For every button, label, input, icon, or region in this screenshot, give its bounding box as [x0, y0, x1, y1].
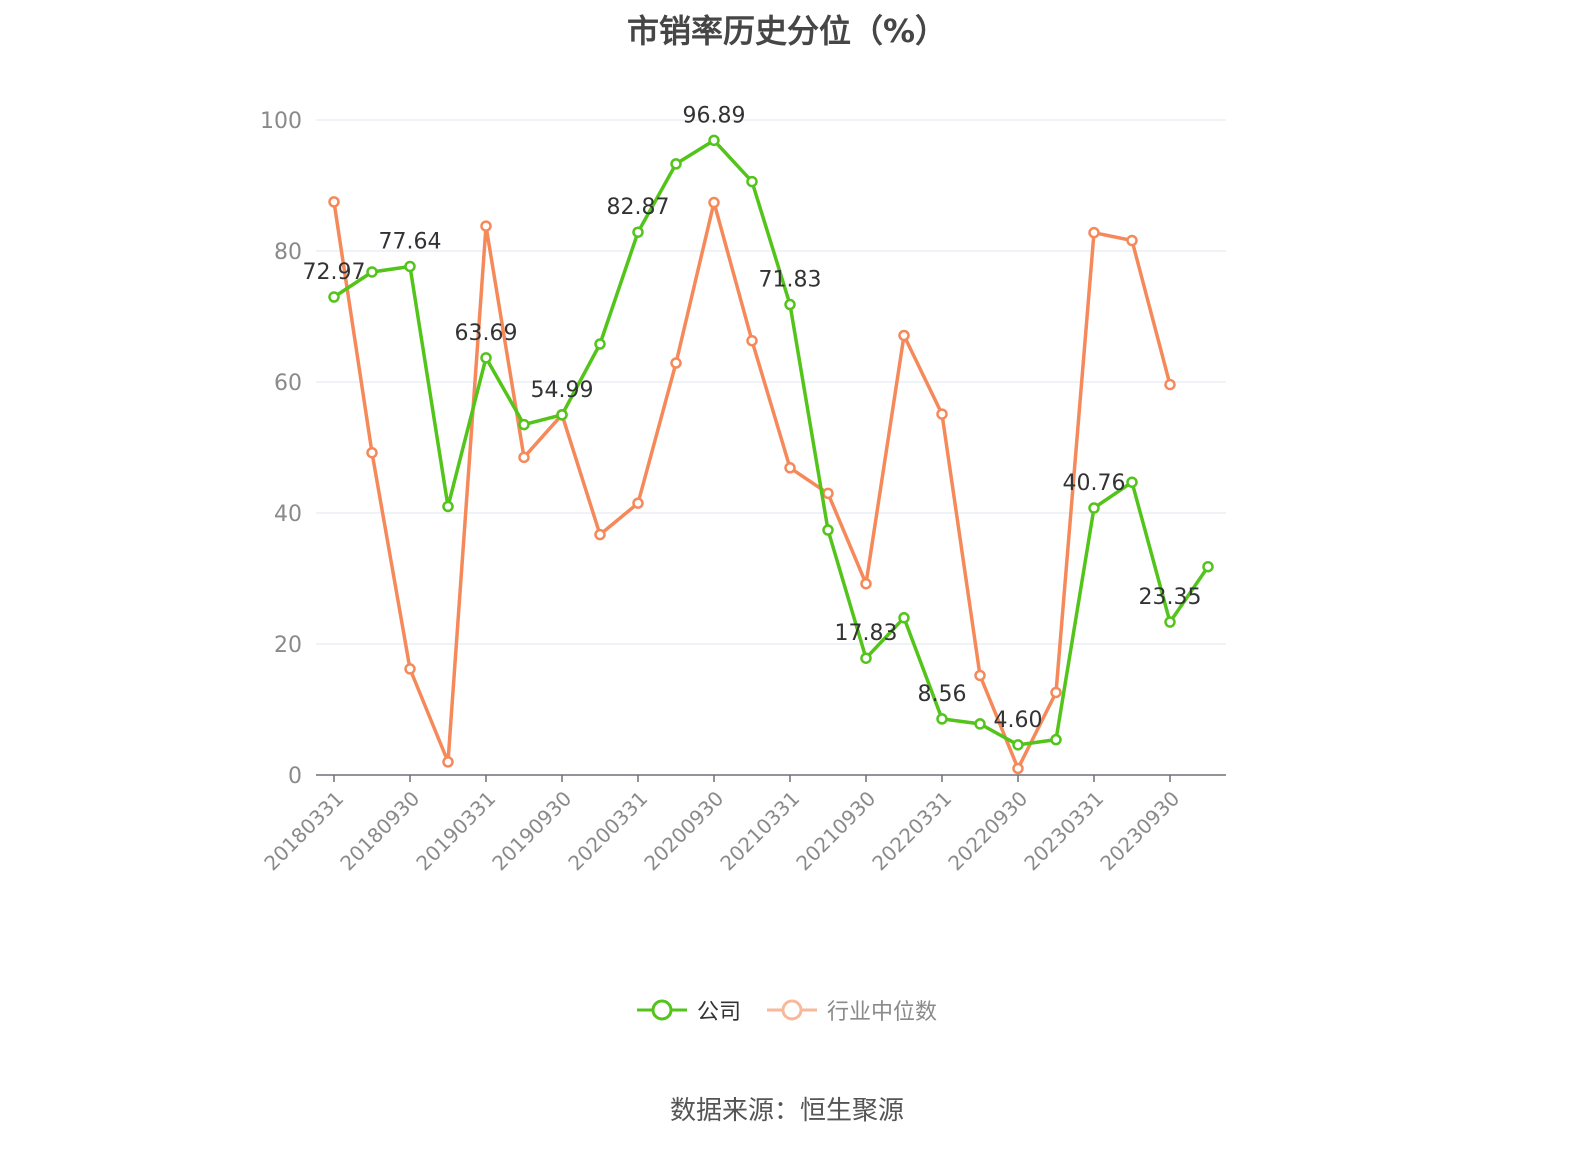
- data-point-company[interactable]: [1164, 616, 1176, 628]
- data-label: 72.97: [303, 260, 366, 285]
- x-tick-label: 20210331: [715, 786, 804, 875]
- data-point-company[interactable]: [1202, 560, 1214, 573]
- data-point-industry[interactable]: [670, 357, 682, 369]
- x-tick-label: 20180331: [259, 786, 348, 875]
- data-point-industry[interactable]: [936, 408, 948, 420]
- data-point-company[interactable]: [594, 338, 606, 350]
- data-point-industry[interactable]: [328, 196, 340, 208]
- data-point-industry[interactable]: [404, 663, 416, 675]
- x-tick-label: 20220331: [867, 786, 956, 875]
- y-tick-label: 60: [274, 371, 302, 396]
- data-point-company[interactable]: [518, 418, 530, 431]
- data-point-company[interactable]: [1012, 739, 1024, 751]
- data-point-company[interactable]: [366, 266, 378, 278]
- data-point-company[interactable]: [480, 352, 492, 364]
- series-line-industry: [332, 200, 1172, 771]
- x-tick-label: 20200331: [563, 786, 652, 875]
- data-label: 4.60: [994, 708, 1043, 733]
- data-point-company[interactable]: [1050, 733, 1062, 746]
- data-point-company[interactable]: [1088, 502, 1100, 514]
- data-point-industry[interactable]: [632, 497, 644, 509]
- x-tick-label: 20210930: [791, 786, 880, 875]
- data-point-company[interactable]: [860, 652, 872, 664]
- data-label: 82.87: [607, 195, 670, 220]
- legend-item-company[interactable]: 公司: [636, 994, 741, 1026]
- data-point-company[interactable]: [784, 298, 796, 311]
- data-label-layer: 72.97 77.64 63.69 54.99 82.87 96.89 71.83 17.83…: [303, 103, 1202, 732]
- data-label: 8.56: [918, 682, 967, 707]
- data-point-company[interactable]: [936, 713, 948, 725]
- data-label: 71.83: [759, 268, 822, 293]
- data-point-company[interactable]: [974, 718, 986, 730]
- data-point-industry[interactable]: [518, 451, 530, 464]
- data-point-company[interactable]: [898, 612, 910, 624]
- data-point-company[interactable]: [822, 524, 834, 536]
- legend: 公司 行业中位数: [0, 994, 1574, 1026]
- y-tick-label: 20: [274, 633, 302, 658]
- data-point-company[interactable]: [1126, 476, 1138, 488]
- x-tick-label: 20190331: [411, 786, 500, 875]
- data-point-company[interactable]: [442, 500, 454, 513]
- grid-layer: [316, 119, 1226, 645]
- data-point-industry[interactable]: [1012, 762, 1024, 775]
- data-point-company[interactable]: [556, 409, 568, 421]
- data-label: 23.35: [1139, 585, 1202, 610]
- series-line-company: [333, 138, 1210, 747]
- data-label: 17.83: [835, 621, 898, 646]
- data-label: 63.69: [455, 321, 518, 346]
- data-point-industry[interactable]: [860, 577, 872, 590]
- data-point-industry[interactable]: [1164, 378, 1176, 391]
- x-tick-label: 20190930: [487, 786, 576, 875]
- industry-series-icon: [767, 999, 817, 1021]
- company-series-icon: [636, 999, 687, 1021]
- x-tick-label: 20220930: [943, 786, 1032, 875]
- data-label: 77.64: [379, 229, 442, 254]
- data-point-company[interactable]: [404, 260, 416, 273]
- data-point-industry[interactable]: [1126, 234, 1138, 247]
- data-point-industry[interactable]: [442, 756, 454, 768]
- data-label: 40.76: [1063, 471, 1126, 496]
- y-tick-label: 0: [288, 764, 302, 789]
- data-point-industry[interactable]: [366, 446, 378, 459]
- x-tick-label: 20230930: [1095, 786, 1184, 875]
- data-point-industry[interactable]: [594, 528, 606, 541]
- data-point-company[interactable]: [670, 158, 682, 170]
- data-point-industry[interactable]: [784, 462, 796, 474]
- data-label: 96.89: [683, 103, 746, 128]
- legend-label-industry: 行业中位数: [827, 1000, 938, 1025]
- x-tick-label: 20230331: [1019, 786, 1108, 875]
- x-tick-label: 20200930: [639, 786, 728, 875]
- legend-item-industry[interactable]: 行业中位数: [767, 994, 937, 1026]
- data-point-company[interactable]: [746, 175, 758, 188]
- x-tick-label: 20180930: [335, 786, 424, 875]
- data-point-company[interactable]: [632, 226, 644, 238]
- y-tick-label: 80: [274, 240, 302, 265]
- y-tick-label: 100: [260, 109, 302, 134]
- data-point-industry[interactable]: [746, 334, 758, 347]
- data-point-industry[interactable]: [822, 487, 834, 500]
- data-point-industry[interactable]: [708, 196, 720, 209]
- data-point-company[interactable]: [708, 134, 720, 147]
- data-point-industry[interactable]: [898, 329, 910, 342]
- data-point-industry[interactable]: [974, 669, 986, 682]
- data-label: 54.99: [531, 378, 594, 403]
- data-point-industry[interactable]: [1088, 226, 1100, 239]
- y-tick-label: 40: [274, 502, 302, 527]
- data-point-industry[interactable]: [480, 220, 492, 232]
- legend-label-company: 公司: [696, 1000, 741, 1025]
- chart-title: 市销率历史分位（%）: [626, 12, 948, 50]
- data-point-company[interactable]: [328, 291, 340, 303]
- source-note: 数据来源：恒生聚源: [669, 1096, 904, 1126]
- series-layer: [328, 134, 1214, 775]
- data-point-industry[interactable]: [1050, 686, 1062, 699]
